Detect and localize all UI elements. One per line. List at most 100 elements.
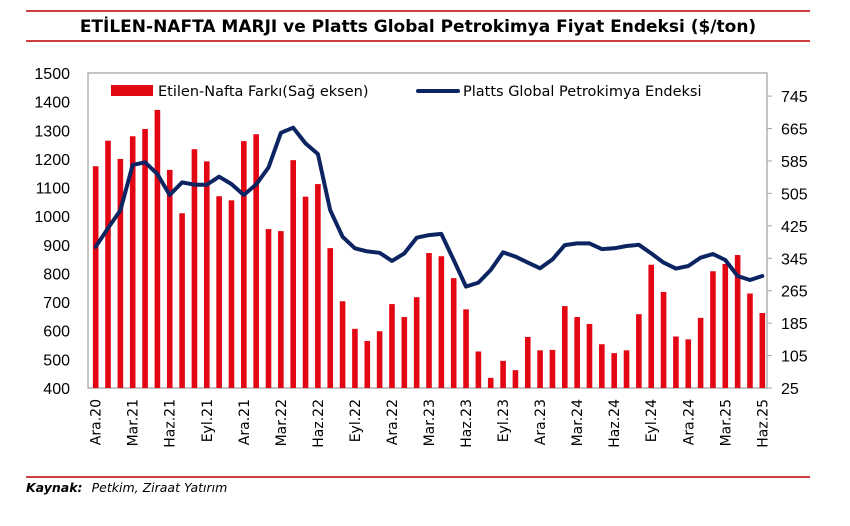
bar-etilen-nafta — [203, 161, 210, 388]
bar-etilen-nafta — [636, 314, 642, 388]
bar-etilen-nafta — [722, 263, 729, 388]
line-platts-index — [93, 125, 765, 289]
bar-etilen-nafta — [500, 360, 506, 388]
bar-etilen-nafta — [179, 213, 185, 388]
bar-etilen-nafta — [376, 331, 383, 388]
bar-etilen-nafta — [105, 140, 111, 388]
right-axis-tick-label: 185 — [781, 316, 808, 333]
source-label: Kaynak: — [26, 480, 83, 495]
x-axis-tick-label: Haz.22 — [311, 399, 327, 448]
bar-etilen-nafta — [463, 309, 469, 388]
x-axis-tick-label: Ara.21 — [237, 399, 253, 445]
right-axis-tick-label: 25 — [781, 381, 799, 398]
bar-etilen-nafta — [586, 323, 593, 388]
x-axis-tick-label: Eyl.23 — [496, 399, 512, 442]
bar-etilen-nafta — [599, 344, 605, 388]
bar-etilen-nafta — [315, 184, 321, 388]
legend: Etilen-Nafta Farkı(Sağ eksen) Platts Glo… — [111, 84, 702, 100]
x-axis-tick-label: Ara.20 — [89, 399, 105, 445]
bar-etilen-nafta — [623, 350, 630, 388]
bar-etilen-nafta — [487, 377, 494, 388]
bar-etilen-nafta — [278, 231, 284, 388]
right-axis-tick-label: 665 — [781, 122, 808, 139]
left-axis-tick-label: 1500 — [34, 66, 70, 83]
x-axis-tick-label: Mar.23 — [422, 399, 438, 446]
x-axis-tick-label: Ara.22 — [385, 399, 401, 445]
bar-etilen-nafta — [92, 166, 99, 388]
x-axis-tick-label: Mar.21 — [126, 399, 142, 446]
bar-etilen-nafta — [253, 134, 259, 388]
x-axis-tick-label: Haz.24 — [607, 399, 623, 448]
bar-etilen-nafta — [710, 271, 716, 388]
x-axis-tick-label: Eyl.21 — [200, 399, 216, 442]
bar-etilen-nafta — [339, 301, 346, 388]
legend-line-label: Platts Global Petrokimya Endeksi — [463, 84, 702, 100]
legend-bar-swatch — [111, 85, 153, 96]
bar-etilen-nafta — [475, 351, 482, 388]
bar-etilen-nafta — [265, 229, 272, 388]
bar-etilen-nafta — [673, 336, 679, 388]
left-axis-tick-label: 1100 — [36, 181, 71, 198]
bar-etilen-nafta — [648, 264, 655, 388]
right-axis-tick-label: 425 — [781, 219, 808, 236]
bar-etilen-nafta — [759, 313, 766, 388]
bar-etilen-nafta — [450, 278, 457, 388]
right-axis-tick-label: 105 — [781, 349, 808, 366]
right-axis-tick-label: 505 — [781, 186, 808, 203]
left-axis-tick-label: 700 — [43, 295, 70, 312]
bar-etilen-nafta — [191, 149, 198, 388]
bar-etilen-nafta — [327, 248, 334, 388]
bar-etilen-nafta — [389, 304, 395, 388]
bar-etilen-nafta — [574, 317, 580, 388]
x-axis-tick-label: Haz.25 — [755, 399, 771, 448]
source-text: Petkim, Ziraat Yatırım — [92, 480, 228, 495]
x-axis-tick-label: Mar.25 — [718, 399, 734, 446]
bar-etilen-nafta — [352, 328, 358, 388]
x-axis-tick-label: Ara.24 — [681, 399, 697, 445]
left-axis-tick-label: 600 — [43, 324, 70, 341]
bar-etilen-nafta — [302, 196, 309, 388]
bar-etilen-nafta — [364, 340, 371, 388]
bar-etilen-nafta — [524, 336, 531, 388]
bar-etilen-nafta — [438, 256, 445, 388]
right-axis-tick-label: 265 — [781, 284, 808, 301]
right-axis-tick-label: 745 — [781, 89, 808, 106]
left-axis-tick-label: 1200 — [34, 152, 70, 169]
x-axis-tick-label: Mar.22 — [274, 399, 290, 446]
bar-etilen-nafta — [747, 293, 753, 388]
bar-etilen-nafta — [734, 255, 741, 388]
left-axis-tick-label: 900 — [43, 238, 70, 255]
bar-etilen-nafta — [154, 109, 161, 388]
left-axis-tick-label: 1000 — [34, 209, 70, 226]
x-axis-tick-label: Haz.21 — [163, 399, 179, 448]
bar-etilen-nafta — [549, 349, 556, 388]
bar-etilen-nafta — [426, 253, 432, 388]
bar-etilen-nafta — [660, 291, 667, 388]
chart-title: ETİLEN-NAFTA MARJI ve Platts Global Petr… — [80, 15, 756, 37]
left-axis-tick-label: 800 — [43, 266, 70, 283]
left-axis-tick-label: 1400 — [34, 95, 70, 112]
x-axis-tick-label: Eyl.22 — [348, 399, 364, 442]
bar-etilen-nafta — [685, 339, 692, 388]
bar-etilen-nafta — [512, 370, 519, 388]
x-axis-tick-label: Haz.23 — [459, 399, 475, 448]
left-axis-tick-label: 1300 — [34, 123, 70, 140]
source-note: Kaynak: Petkim, Ziraat Yatırım — [26, 477, 227, 496]
bar-etilen-nafta — [241, 141, 247, 388]
bar-etilen-nafta — [216, 196, 222, 388]
right-axis-tick-label: 585 — [781, 154, 808, 171]
bar-etilen-nafta — [413, 297, 420, 388]
x-axis-tick-label: Ara.23 — [533, 399, 549, 445]
bar-etilen-nafta — [611, 353, 617, 388]
legend-bar-label: Etilen-Nafta Farkı(Sağ eksen) — [158, 84, 369, 100]
bar-etilen-nafta — [697, 317, 704, 388]
bar-etilen-nafta — [129, 136, 136, 388]
bar-etilen-nafta — [290, 160, 296, 388]
bar-etilen-nafta — [537, 350, 543, 388]
x-axis-tick-label: Mar.24 — [570, 399, 586, 446]
bar-etilen-nafta — [401, 317, 408, 388]
bar-etilen-nafta — [228, 200, 235, 388]
bar-etilen-nafta — [562, 306, 568, 388]
bar-etilen-nafta — [166, 169, 173, 388]
